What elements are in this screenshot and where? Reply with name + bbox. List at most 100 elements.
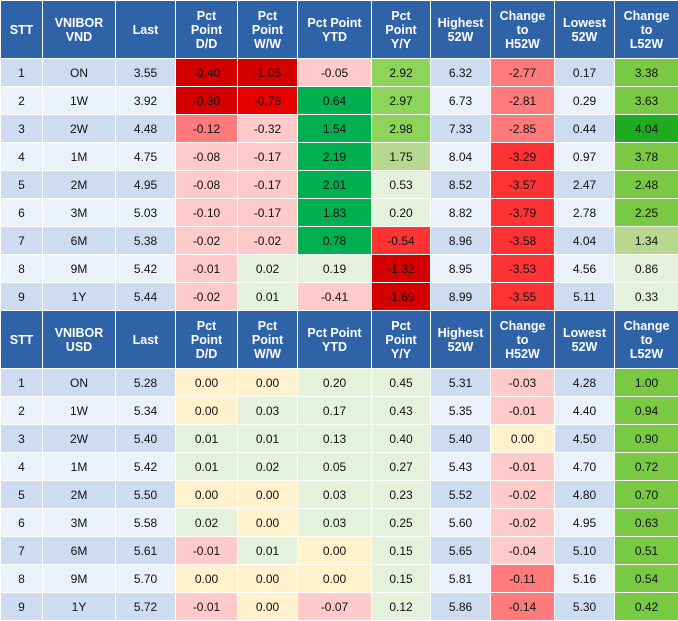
cell-highest-52w: 8.96 [431, 227, 491, 255]
header-text: VNIBOR [55, 16, 104, 30]
cell-pct-yy: 2.97 [372, 87, 431, 115]
cell-change-h52w: -0.11 [491, 565, 555, 593]
cell-pct-ww: -0.78 [238, 87, 298, 115]
cell-pct-ww: 0.02 [238, 255, 298, 283]
cell-highest-52w: 6.73 [431, 87, 491, 115]
cell-pct-ytd: 2.19 [298, 143, 372, 171]
cell-tenor: 1Y [43, 593, 116, 621]
header-text: to [641, 333, 653, 347]
cell-stt: 7 [1, 537, 43, 565]
cell-pct-ytd: 1.54 [298, 115, 372, 143]
cell-lowest-52w: 4.95 [555, 509, 615, 537]
cell-pct-ww: 0.02 [238, 453, 298, 481]
cell-change-l52w: 3.78 [615, 143, 678, 171]
header-text: STT [10, 333, 34, 347]
cell-stt: 4 [1, 453, 43, 481]
header-text: 52W [448, 30, 474, 44]
cell-pct-yy: -1.69 [372, 283, 431, 311]
cell-pct-ww: 0.01 [238, 283, 298, 311]
cell-change-l52w: 0.33 [615, 283, 678, 311]
cell-lowest-52w: 0.17 [555, 59, 615, 87]
cell-highest-52w: 5.35 [431, 397, 491, 425]
header-text: STT [10, 23, 34, 37]
cell-pct-ytd: 0.17 [298, 397, 372, 425]
cell-pct-yy: 0.45 [372, 369, 431, 397]
header-text: to [517, 23, 529, 37]
cell-last: 5.61 [116, 537, 176, 565]
cell-pct-ww: 0.01 [238, 425, 298, 453]
cell-tenor: 1W [43, 397, 116, 425]
cell-pct-yy: 0.53 [372, 171, 431, 199]
cell-change-l52w: 1.34 [615, 227, 678, 255]
header-text: 52W [572, 340, 598, 354]
cell-highest-52w: 8.82 [431, 199, 491, 227]
cell-pct-ww: 0.01 [238, 537, 298, 565]
cell-highest-52w: 5.31 [431, 369, 491, 397]
cell-tenor: 3M [43, 509, 116, 537]
header-text: Point [252, 333, 283, 347]
header-text: Change [500, 9, 546, 23]
cell-pct-dd: -0.02 [176, 227, 238, 255]
cell-pct-ww: -0.17 [238, 199, 298, 227]
cell-pct-dd: -0.40 [176, 59, 238, 87]
header-text: Lowest [563, 326, 606, 340]
cell-change-l52w: 0.70 [615, 481, 678, 509]
header-text: W/W [254, 347, 281, 361]
cell-pct-dd: -0.08 [176, 171, 238, 199]
cell-stt: 8 [1, 255, 43, 283]
cell-change-l52w: 2.25 [615, 199, 678, 227]
cell-pct-dd: 0.00 [176, 397, 238, 425]
header-text: Change [500, 319, 546, 333]
cell-last: 5.28 [116, 369, 176, 397]
header-text: Highest [438, 326, 484, 340]
cell-tenor: 1Y [43, 283, 116, 311]
header-text: Last [133, 23, 159, 37]
cell-highest-52w: 5.52 [431, 481, 491, 509]
header-text: Pct [258, 9, 277, 23]
cell-tenor: ON [43, 59, 116, 87]
cell-pct-yy: 0.20 [372, 199, 431, 227]
cell-pct-yy: 0.27 [372, 453, 431, 481]
cell-lowest-52w: 5.30 [555, 593, 615, 621]
cell-pct-yy: 0.43 [372, 397, 431, 425]
cell-change-l52w: 0.51 [615, 537, 678, 565]
cell-highest-52w: 8.95 [431, 255, 491, 283]
cell-tenor: ON [43, 369, 116, 397]
cell-pct-yy: 0.40 [372, 425, 431, 453]
cell-pct-yy: 0.15 [372, 537, 431, 565]
cell-stt: 8 [1, 565, 43, 593]
cell-last: 5.72 [116, 593, 176, 621]
cell-change-h52w: -0.03 [491, 369, 555, 397]
column-header-stt: STT [1, 311, 43, 369]
cell-tenor: 2M [43, 481, 116, 509]
cell-last: 4.95 [116, 171, 176, 199]
cell-pct-ytd: -0.05 [298, 59, 372, 87]
cell-lowest-52w: 4.40 [555, 397, 615, 425]
cell-stt: 2 [1, 397, 43, 425]
cell-change-h52w: -3.58 [491, 227, 555, 255]
cell-change-h52w: -0.01 [491, 453, 555, 481]
header-text: Pct [197, 319, 216, 333]
header-text: D/D [196, 347, 218, 361]
cell-last: 5.58 [116, 509, 176, 537]
header-text: H52W [505, 37, 540, 51]
cell-tenor: 3M [43, 199, 116, 227]
cell-lowest-52w: 4.04 [555, 227, 615, 255]
header-text: 52W [572, 30, 598, 44]
cell-change-l52w: 0.94 [615, 397, 678, 425]
cell-change-h52w: -3.29 [491, 143, 555, 171]
cell-stt: 6 [1, 509, 43, 537]
cell-change-h52w: -0.14 [491, 593, 555, 621]
header-text: L52W [630, 37, 663, 51]
